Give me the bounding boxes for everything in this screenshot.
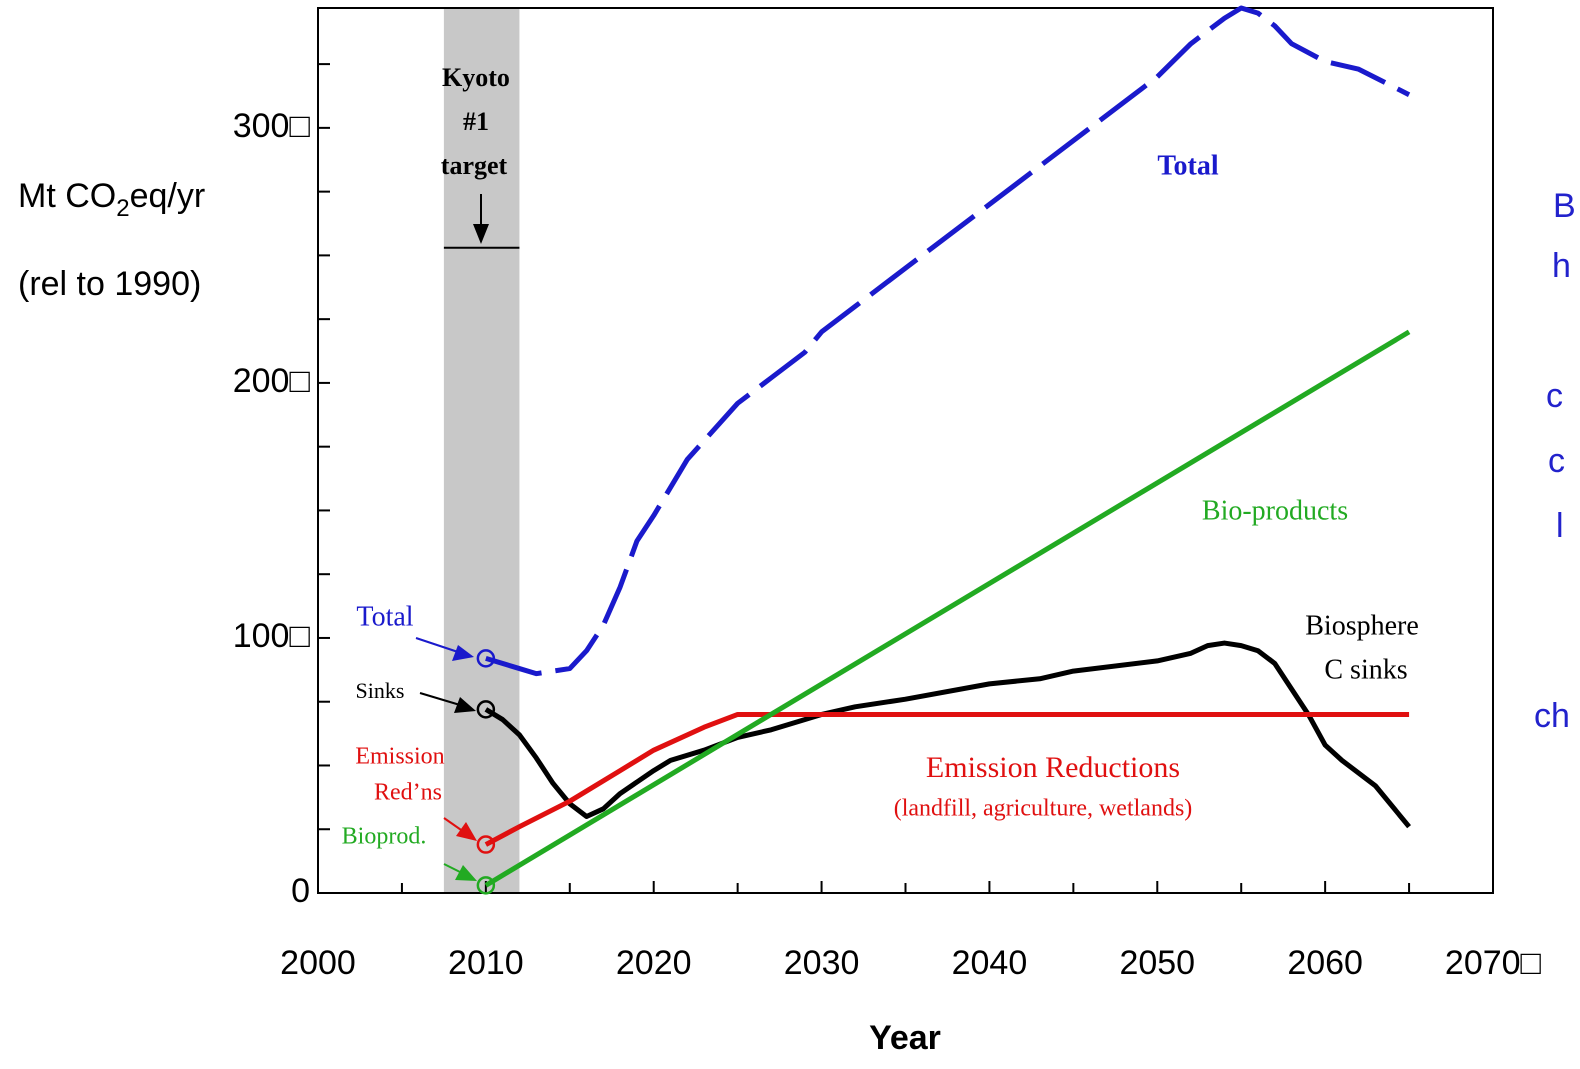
x-tick-label: 2020 bbox=[616, 944, 692, 982]
annotation: Bio-products bbox=[1202, 495, 1348, 526]
kyoto-band bbox=[443, 8, 520, 893]
y-tick-label: 100□ bbox=[233, 617, 311, 655]
x-tick-label: 2030 bbox=[784, 944, 860, 982]
x-axis-label: Year bbox=[869, 1019, 941, 1057]
y-axis-label-2: (rel to 1990) bbox=[18, 265, 201, 303]
y-label-main: Mt CO bbox=[18, 177, 116, 215]
x-tick-label: 2000 bbox=[280, 944, 356, 982]
annotation: Total bbox=[356, 601, 413, 632]
start-marker bbox=[476, 876, 496, 895]
y-label-rest: eq/yr bbox=[130, 177, 206, 215]
arrow-head bbox=[452, 645, 474, 661]
side-text: c bbox=[1546, 377, 1563, 415]
annotation: Emission Reductions bbox=[926, 751, 1180, 784]
annotation: Biosphere bbox=[1305, 610, 1419, 641]
series-line bbox=[484, 329, 1411, 888]
start-marker bbox=[476, 700, 496, 719]
x-tick-label: 2010 bbox=[448, 944, 524, 982]
x-tick-label: 2040 bbox=[952, 944, 1028, 982]
arrow-head bbox=[455, 865, 477, 881]
y-tick-label: 300□ bbox=[233, 107, 311, 145]
side-text: l bbox=[1556, 507, 1564, 545]
series-line bbox=[484, 711, 1410, 847]
side-text: B bbox=[1553, 187, 1576, 225]
arrow-head bbox=[456, 822, 477, 841]
side-text: c bbox=[1548, 442, 1565, 480]
side-text: h bbox=[1552, 247, 1571, 285]
y-label-sub: 2 bbox=[116, 195, 129, 222]
annotation: (landfill, agriculture, wetlands) bbox=[894, 796, 1193, 822]
annotation: Red’ns bbox=[374, 780, 442, 806]
annotation: Total bbox=[1157, 150, 1218, 181]
x-tick-label: 2070□ bbox=[1445, 944, 1542, 982]
arrow bbox=[419, 692, 461, 706]
x-tick-label: 2050 bbox=[1119, 944, 1195, 982]
x-tick-label: 2060 bbox=[1287, 944, 1363, 982]
start-marker bbox=[476, 649, 496, 668]
series-line bbox=[485, 5, 1411, 677]
y-axis-label: Mt CO2eq/yr bbox=[18, 177, 205, 222]
annotation: Bioprod. bbox=[342, 824, 427, 850]
arrow-head bbox=[454, 697, 476, 713]
kyoto-text: target bbox=[441, 151, 508, 180]
series-line bbox=[484, 640, 1412, 829]
y-tick-label: 200□ bbox=[233, 362, 311, 400]
kyoto-text: #1 bbox=[463, 107, 489, 136]
kyoto-text: Kyoto bbox=[442, 63, 510, 92]
annotation: Emission bbox=[355, 744, 444, 770]
start-marker bbox=[476, 835, 496, 854]
annotation: C sinks bbox=[1324, 654, 1407, 685]
background-layer bbox=[443, 8, 520, 893]
kyoto-arrow-head bbox=[473, 224, 489, 244]
arrow bbox=[415, 637, 459, 653]
y-tick-label: 0 bbox=[291, 872, 310, 910]
side-text: ch bbox=[1534, 697, 1570, 735]
annotation: Sinks bbox=[356, 678, 405, 703]
